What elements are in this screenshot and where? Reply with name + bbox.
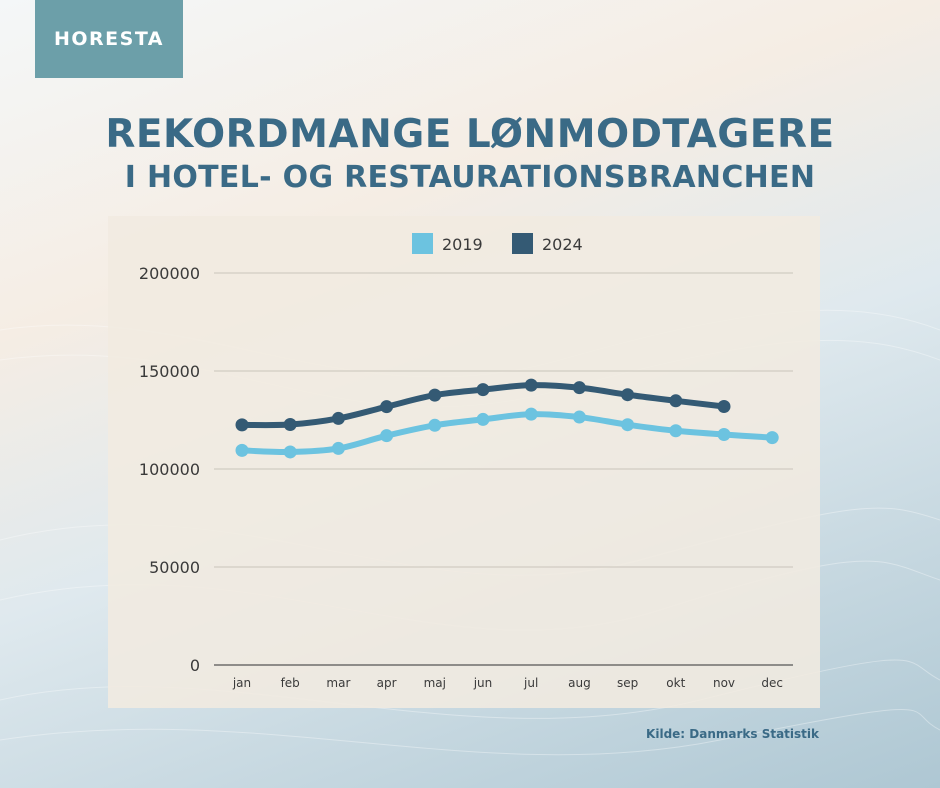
x-tick-label: maj [424, 676, 446, 690]
data-point-2024 [717, 399, 731, 413]
x-tick-label: jun [473, 676, 493, 690]
data-point-2019 [235, 443, 249, 457]
data-point-2024 [476, 383, 490, 397]
data-point-2024 [524, 378, 538, 392]
legend-swatch-2019 [412, 233, 433, 254]
data-point-2019 [572, 410, 586, 424]
x-tick-label: mar [326, 676, 350, 690]
horesta-logo: HORESTA [35, 0, 183, 78]
y-tick-label: 150000 [139, 362, 200, 381]
x-tick-label: nov [713, 676, 735, 690]
data-point-2024 [428, 388, 442, 402]
x-tick-label: apr [377, 676, 397, 690]
data-point-2019 [765, 431, 779, 445]
data-point-2019 [524, 407, 538, 421]
data-point-2024 [380, 400, 394, 414]
data-point-2024 [669, 394, 683, 408]
y-tick-label: 50000 [149, 558, 200, 577]
x-tick-label: dec [761, 676, 783, 690]
source-note: Kilde: Danmarks Statistik [646, 727, 819, 741]
logo-text: HORESTA [53, 28, 165, 50]
data-point-2019 [428, 418, 442, 432]
data-point-2019 [331, 441, 345, 455]
x-tick-label: jan [232, 676, 251, 690]
x-tick-label: okt [666, 676, 685, 690]
line-chart: 0 50000 100000 150000 200000 jan feb mar apr maj j… [139, 233, 793, 690]
data-point-2024 [283, 418, 297, 432]
data-point-2019 [283, 445, 297, 459]
title-line-2: I HOTEL- OG RESTAURATIONSBRANCHEN [124, 160, 816, 195]
data-point-2024 [572, 381, 586, 395]
x-tick-label: feb [281, 676, 300, 690]
y-tick-label: 200000 [139, 264, 200, 283]
x-tick-label: jul [523, 676, 538, 690]
y-tick-label: 0 [190, 656, 200, 675]
data-point-2024 [331, 411, 345, 425]
title-line-1: REKORDMANGE LØNMODTAGERE [105, 112, 835, 157]
data-point-2019 [669, 424, 683, 438]
legend-swatch-2024 [512, 233, 533, 254]
data-point-2019 [380, 429, 394, 443]
x-tick-label: sep [617, 676, 638, 690]
legend-label-2024: 2024 [542, 235, 583, 254]
chart-panel: 0 50000 100000 150000 200000 jan feb mar apr maj j… [108, 216, 820, 708]
y-tick-label: 100000 [139, 460, 200, 479]
data-point-2019 [621, 418, 635, 432]
data-point-2019 [476, 412, 490, 426]
data-point-2024 [621, 388, 635, 402]
legend-label-2019: 2019 [442, 235, 483, 254]
data-point-2019 [717, 428, 731, 442]
data-point-2024 [235, 418, 249, 432]
x-tick-label: aug [568, 676, 591, 690]
